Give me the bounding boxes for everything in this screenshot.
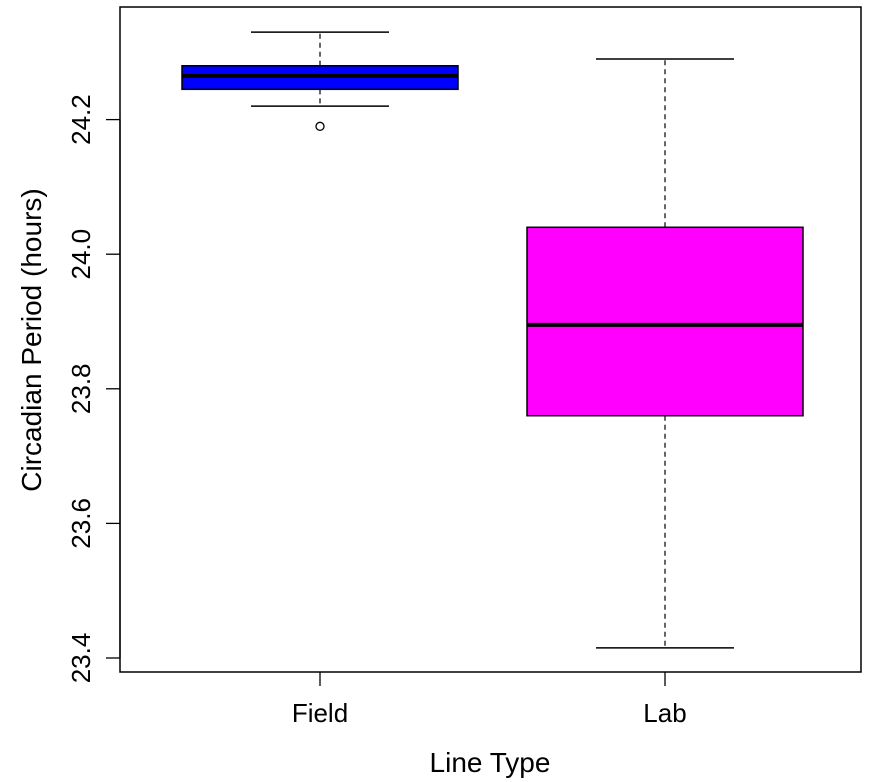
- box-lab: [526, 58, 804, 649]
- x-tick-label: Field: [292, 698, 348, 728]
- y-axis: 23.4 23.6 23.8 24.0 24.2: [66, 94, 121, 684]
- y-axis-title: Circadian Period (hours): [16, 188, 47, 491]
- iqr-box: [526, 226, 804, 417]
- y-tick-label: 23.4: [66, 633, 96, 684]
- y-tick-label: 24.2: [66, 94, 96, 145]
- y-tick-label: 23.6: [66, 498, 96, 549]
- outlier-point: [315, 121, 325, 131]
- box-field: [181, 31, 459, 131]
- boxes: [181, 31, 804, 649]
- y-tick-label: 24.0: [66, 229, 96, 280]
- x-axis: Field Lab: [292, 672, 687, 728]
- y-tick-label: 23.8: [66, 363, 96, 414]
- x-axis-title: Line Type: [430, 747, 551, 778]
- x-tick-label: Lab: [643, 698, 686, 728]
